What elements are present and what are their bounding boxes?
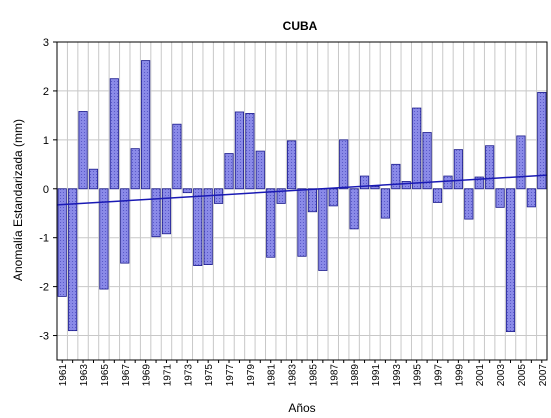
bar — [474, 176, 484, 190]
bar — [339, 139, 349, 190]
bar — [318, 188, 328, 271]
bar — [537, 91, 547, 190]
y-tick-label: 3 — [43, 37, 49, 49]
x-tick-label: 1971 — [162, 364, 173, 387]
bar — [391, 163, 401, 190]
x-tick-label: 1975 — [204, 364, 215, 387]
x-tick-label: 2003 — [496, 364, 507, 387]
bar — [182, 188, 192, 194]
x-tick-label: 1979 — [246, 364, 257, 387]
x-tick-label: 1983 — [288, 364, 299, 387]
bar — [432, 188, 443, 203]
x-tick-label: 1963 — [79, 364, 90, 387]
bar — [161, 188, 172, 235]
bar — [130, 148, 140, 190]
x-tick-label: 1977 — [225, 364, 236, 387]
bar — [214, 188, 224, 204]
bar — [307, 188, 317, 213]
y-tick-label: -1 — [39, 233, 49, 245]
x-tick-label: 1967 — [121, 364, 132, 387]
bar — [151, 188, 161, 238]
bar — [412, 107, 422, 190]
bar — [88, 168, 99, 190]
bar — [370, 185, 380, 190]
bar — [141, 60, 151, 190]
x-tick-label: 1989 — [350, 364, 361, 387]
bar — [495, 188, 505, 208]
y-tick-label: 2 — [43, 86, 49, 98]
bar — [276, 188, 286, 204]
x-tick-label: 1969 — [142, 364, 153, 387]
bar — [78, 111, 88, 190]
trend-line — [56, 174, 548, 206]
bar — [266, 188, 276, 258]
bar — [422, 132, 432, 190]
bar — [453, 149, 463, 190]
x-tick-label: 1961 — [58, 364, 69, 387]
bar — [245, 113, 255, 190]
y-tick-label: -2 — [39, 282, 49, 294]
bar — [485, 145, 495, 190]
bar — [193, 188, 203, 266]
bar — [224, 153, 234, 190]
bar — [287, 140, 297, 190]
x-axis-label: Años — [288, 401, 315, 415]
x-tick-label: 2001 — [475, 364, 486, 387]
bar — [380, 188, 390, 219]
x-tick-label: 1997 — [434, 364, 445, 387]
x-tick-label: 1993 — [392, 364, 403, 387]
bar — [57, 188, 67, 297]
x-tick-label: 1981 — [267, 364, 278, 387]
x-tick-label: 1985 — [308, 364, 319, 387]
bar — [328, 188, 338, 207]
bar — [359, 175, 370, 190]
bar — [203, 188, 213, 265]
chart-title: CUBA — [283, 19, 318, 33]
x-tick-label: 1999 — [454, 364, 465, 387]
bar — [297, 188, 307, 257]
bar — [526, 188, 536, 208]
x-tick-label: 2005 — [517, 364, 528, 387]
bar — [172, 123, 182, 190]
bar — [516, 135, 526, 190]
x-tick-label: 1991 — [371, 364, 382, 387]
plot-frame — [56, 41, 548, 361]
bar — [443, 175, 453, 190]
bar — [99, 188, 109, 290]
x-tick-label: 1973 — [183, 364, 194, 387]
y-axis-label: Anomalía Estandarizada (mm) — [11, 119, 25, 281]
bar — [234, 111, 245, 190]
bar — [120, 188, 130, 264]
bar — [255, 150, 265, 190]
bar — [505, 188, 516, 333]
bar — [464, 188, 474, 220]
x-tick-label: 1965 — [100, 364, 111, 387]
bar — [109, 78, 119, 190]
bar — [401, 181, 411, 190]
y-tick-label: -3 — [39, 331, 49, 343]
x-tick-label: 2007 — [538, 364, 549, 387]
bar — [349, 188, 359, 230]
x-tick-label: 1987 — [329, 364, 340, 387]
x-tick-label: 1995 — [413, 364, 424, 387]
bar — [68, 188, 78, 332]
y-tick-label: 0 — [43, 184, 49, 196]
y-tick-label: 1 — [43, 135, 49, 147]
